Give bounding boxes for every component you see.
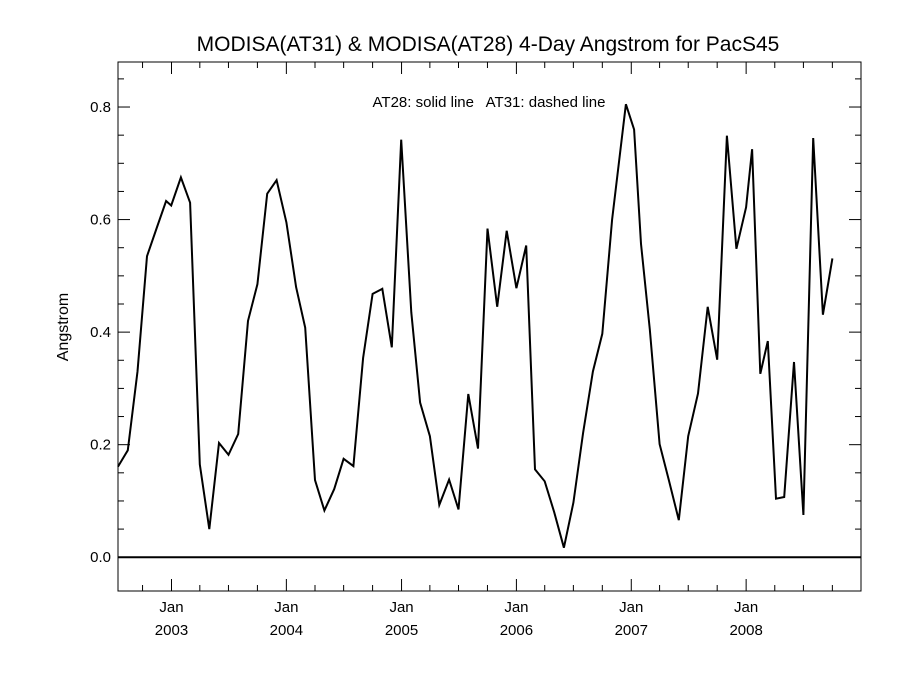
chart-title: MODISA(AT31) & MODISA(AT28) 4-Day Angstr… xyxy=(197,33,780,56)
x-tick-label-year: 2005 xyxy=(385,622,418,639)
x-tick-label-year: 2003 xyxy=(155,622,188,639)
y-axis-label: Angstrom xyxy=(55,293,72,361)
line-style-annotation: AT28: solid line AT31: dashed line xyxy=(373,94,606,111)
x-tick-label-year: 2004 xyxy=(270,622,303,639)
axis-ticks: 0.0 0.2 0.4 0.6 0.8 Jan 2003 Jan 2004 Jan 2005 Jan 2… xyxy=(90,62,861,639)
x-tick-label-year: 2007 xyxy=(615,622,648,639)
x-tick-label-month: Jan xyxy=(274,599,298,616)
y-tick-label: 0.6 xyxy=(90,212,111,229)
y-tick-label: 0.0 xyxy=(90,549,111,566)
y-tick-label: 0.8 xyxy=(90,99,111,116)
x-tick-label-year: 2006 xyxy=(500,622,533,639)
y-tick-label: 0.4 xyxy=(90,324,111,341)
series-layer xyxy=(117,103,861,559)
plot-frame xyxy=(117,61,862,592)
x-tick-label-month: Jan xyxy=(159,599,183,616)
y-tick-label: 0.2 xyxy=(90,437,111,454)
x-tick-label-month: Jan xyxy=(389,599,413,616)
x-tick-label-month: Jan xyxy=(734,599,758,616)
series-line-1 xyxy=(117,103,834,548)
x-tick-label-month: Jan xyxy=(619,599,643,616)
x-tick-label-month: Jan xyxy=(504,599,528,616)
x-tick-label-year: 2008 xyxy=(729,622,762,639)
